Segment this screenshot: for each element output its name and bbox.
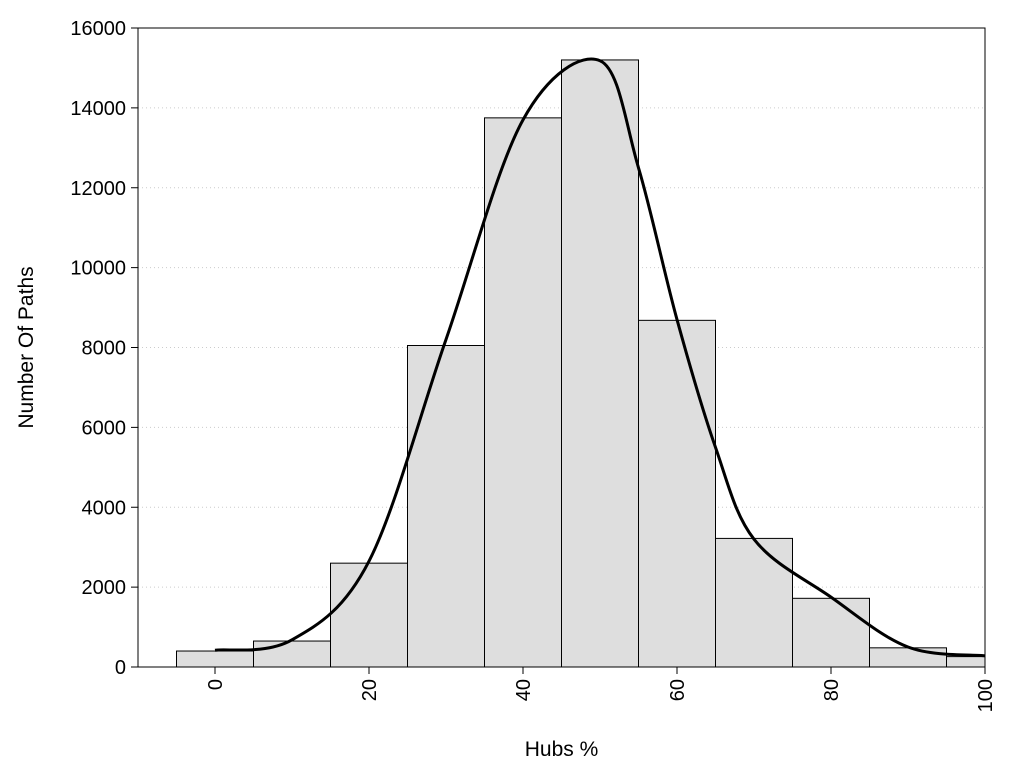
- bar: [176, 650, 254, 668]
- x-tick-label: 20: [359, 679, 381, 701]
- y-tick-label: 6000: [82, 417, 127, 439]
- y-tick-label: 16000: [70, 18, 126, 40]
- density-curve: [214, 57, 986, 658]
- bar: [715, 537, 793, 668]
- x-axis-ticks: 0 20 40 60 80 100: [205, 667, 997, 712]
- y-tick-label: 0: [115, 657, 126, 679]
- y-axis-label: Number Of Paths: [15, 266, 38, 428]
- bar: [253, 640, 331, 668]
- y-tick-label: 14000: [70, 98, 126, 120]
- bar: [869, 647, 947, 668]
- y-axis-ticks: 0 2000 4000 6000 8000 10000 12000 14000 16000: [70, 18, 138, 679]
- bars: [176, 59, 986, 668]
- y-tick-label: 10000: [70, 258, 126, 280]
- x-tick-label: 80: [821, 679, 843, 701]
- y-tick-label: 8000: [82, 338, 127, 360]
- bar: [407, 345, 485, 668]
- bar: [638, 319, 716, 668]
- x-tick-label: 40: [513, 679, 535, 701]
- y-tick-label: 12000: [70, 178, 126, 200]
- x-tick-label: 100: [975, 679, 997, 712]
- x-tick-label: 60: [667, 679, 689, 701]
- bar: [792, 597, 870, 668]
- x-axis-label: Hubs %: [525, 738, 599, 761]
- bar: [330, 562, 408, 668]
- bar: [484, 117, 562, 668]
- bar: [946, 656, 986, 668]
- y-tick-label: 4000: [82, 497, 127, 519]
- x-tick-label: 0: [205, 679, 227, 690]
- bar: [561, 59, 639, 668]
- y-tick-label: 2000: [82, 577, 127, 599]
